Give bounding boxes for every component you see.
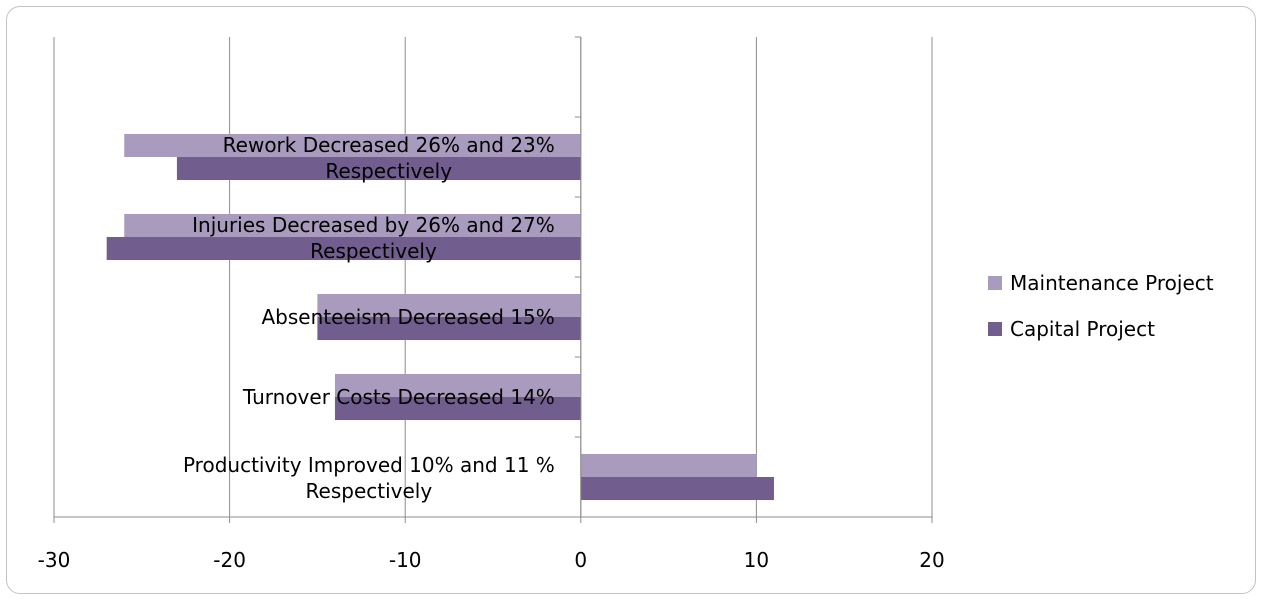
legend-swatch-maintenance	[988, 276, 1002, 290]
bar-maintenance-1	[124, 214, 581, 237]
x-tick-labels: -30 -20 -10 0 10 20	[38, 548, 945, 572]
legend-item-maintenance: Maintenance Project	[988, 270, 1214, 296]
bar-capital-0	[176, 157, 581, 180]
legend: Maintenance Project Capital Project	[988, 270, 1214, 362]
axes	[53, 36, 933, 523]
category-labels: Rework Decreased 26% and 23%Respectively…	[183, 133, 555, 503]
bar-maintenance-0	[124, 134, 581, 157]
legend-item-capital: Capital Project	[988, 316, 1214, 342]
bar-capital-3	[334, 397, 581, 420]
category-label-1-line2: Respectively	[310, 239, 437, 263]
bar-maintenance-4	[580, 454, 757, 477]
bar-capital-2	[317, 317, 581, 340]
legend-label-maintenance: Maintenance Project	[1010, 271, 1214, 295]
category-label-3-line1: Turnover Costs Decreased 14%	[242, 385, 555, 409]
legend-swatch-capital	[988, 322, 1002, 336]
category-label-1-line1: Injuries Decreased by 26% and 27%	[192, 213, 555, 237]
x-tick-label-1: -20	[213, 548, 246, 572]
gridlines	[53, 37, 933, 517]
bar-maintenance-2	[317, 294, 581, 317]
bar-capital-4	[580, 477, 774, 500]
x-tick-label-3: 0	[574, 548, 587, 572]
category-label-0-line2: Respectively	[325, 159, 452, 183]
category-label-2-line1: Absenteeism Decreased 15%	[261, 305, 554, 329]
bars	[106, 134, 774, 500]
bar-maintenance-3	[334, 374, 581, 397]
x-tick-label-5: 20	[919, 548, 944, 572]
x-tick-label-0: -30	[38, 548, 71, 572]
bar-capital-1	[106, 237, 581, 260]
x-tick-label-4: 10	[744, 548, 769, 572]
category-label-0-line1: Rework Decreased 26% and 23%	[223, 133, 555, 157]
category-label-4-line1: Productivity Improved 10% and 11 %	[183, 453, 555, 477]
legend-label-capital: Capital Project	[1010, 317, 1155, 341]
x-tick-label-2: -10	[389, 548, 422, 572]
category-label-4-line2: Respectively	[306, 479, 433, 503]
